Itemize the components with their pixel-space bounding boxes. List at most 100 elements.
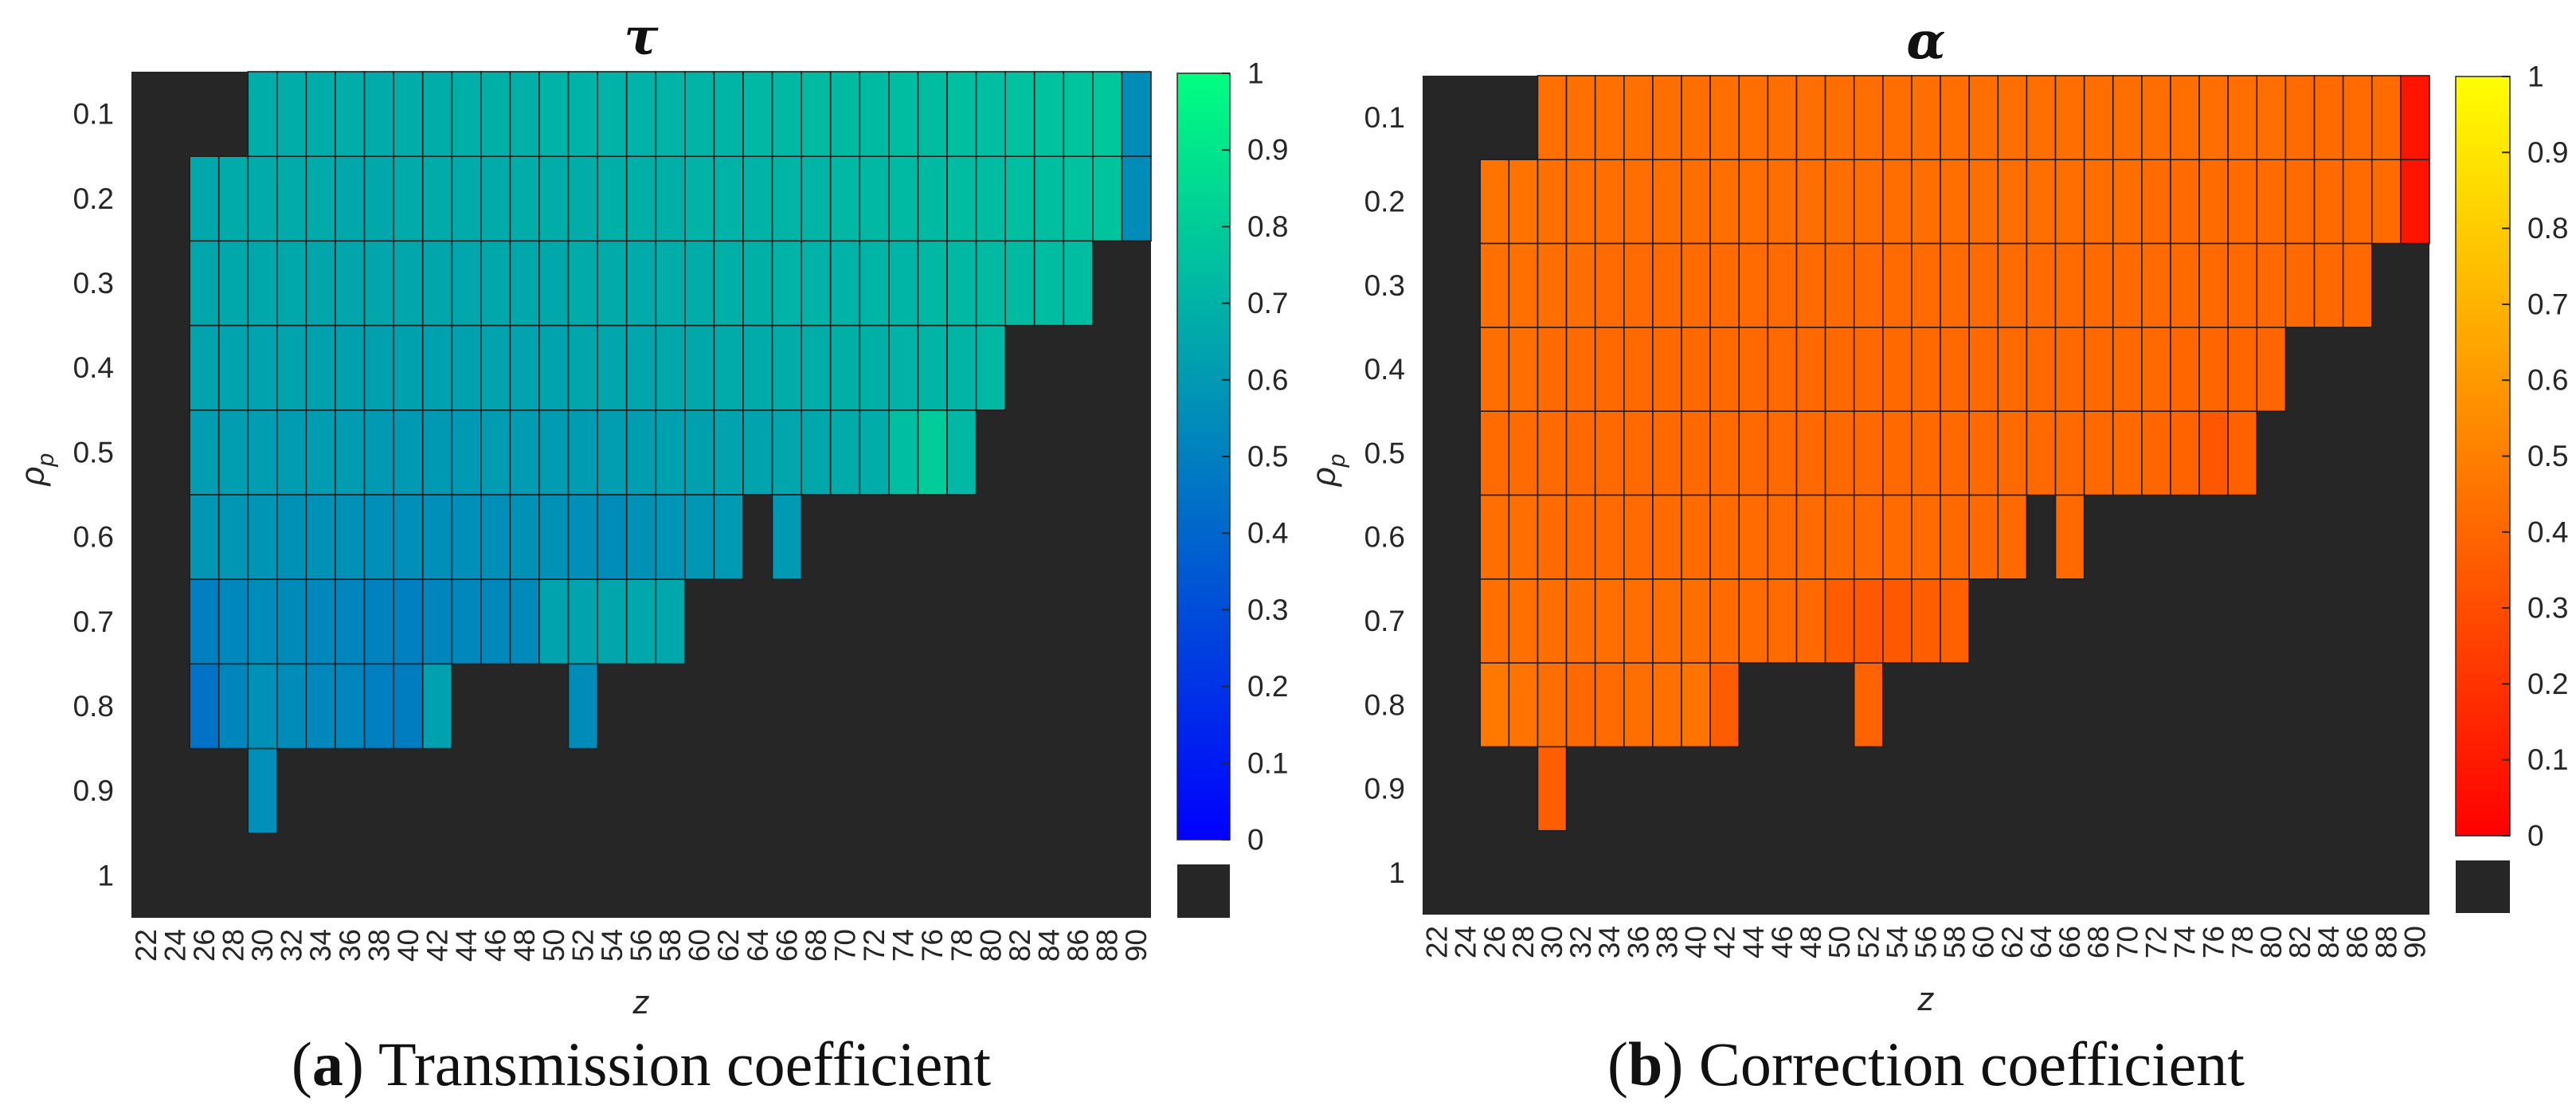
heatmap-cell	[363, 240, 394, 327]
heatmap-cell	[888, 240, 919, 327]
heatmap-cell	[1882, 578, 1912, 664]
heatmap-cell	[625, 409, 657, 496]
heatmap-cell	[2054, 75, 2085, 161]
heatmap-cell	[1738, 159, 1769, 245]
caption-letter: b	[1628, 1029, 1662, 1099]
x-tick-label: 52	[1852, 926, 1885, 958]
x-tick-label: 28	[1507, 926, 1540, 958]
heatmap-cell	[2170, 159, 2200, 245]
heatmap-cell	[859, 409, 890, 496]
heatmap-cell	[1479, 410, 1510, 496]
heatmap-cell	[1940, 578, 1970, 664]
heatmap-cell	[1738, 578, 1769, 664]
heatmap-cell	[1594, 242, 1625, 328]
heatmap-cell	[2026, 327, 2057, 412]
heatmap-cell	[393, 240, 424, 327]
heatmap-cell	[247, 409, 278, 496]
x-tick-label: 70	[2111, 926, 2143, 958]
heatmap-cell	[1882, 327, 1912, 412]
missing-data-swatch	[2456, 860, 2510, 913]
x-tick-label: 24	[159, 929, 191, 962]
heatmap-cell	[1033, 240, 1065, 327]
heatmap-cell	[1063, 71, 1094, 157]
heatmap-cell	[625, 240, 657, 327]
heatmap-cell	[538, 71, 570, 157]
heatmap-panel-2: 2224262830323436384042444648505254565860…	[1305, 11, 2568, 1099]
x-tick-label: 78	[2226, 926, 2259, 958]
heatmap-cell	[2227, 159, 2258, 245]
heatmap-cell	[189, 663, 220, 750]
heatmap-cell	[1121, 155, 1152, 242]
heatmap-panel-1: 2224262830323436384042444648505254565860…	[14, 7, 1288, 1099]
x-tick-label: 40	[1680, 926, 1713, 958]
heatmap-cell	[363, 71, 394, 157]
colorbar	[2455, 76, 2511, 837]
heatmap-cell	[1853, 159, 1884, 245]
heatmap-cell	[859, 324, 890, 411]
heatmap-cell	[567, 71, 598, 157]
x-tick-label: 90	[2398, 926, 2431, 958]
heatmap-cell	[305, 71, 336, 157]
heatmap-cell	[217, 494, 249, 580]
heatmap-cell	[1767, 75, 1798, 161]
heatmap-cell	[1652, 159, 1682, 245]
heatmap-cell	[771, 494, 802, 580]
heatmap-cell	[1004, 240, 1035, 327]
x-tick-label: 44	[1737, 926, 1770, 958]
heatmap-cell	[480, 324, 511, 411]
heatmap-cell	[625, 494, 657, 580]
heatmap-cell	[189, 324, 220, 411]
heatmap-cell	[829, 155, 861, 242]
heatmap-cell	[567, 494, 598, 580]
heatmap-cell	[509, 240, 540, 327]
heatmap-cell	[1681, 75, 1711, 161]
heatmap-cell	[1997, 242, 2028, 328]
x-tick-label: 50	[1823, 926, 1856, 958]
heatmap-cell	[189, 240, 220, 327]
heatmap-cell	[1565, 662, 1596, 748]
y-tick-label: 0.8	[1364, 688, 1405, 721]
heatmap-cell	[742, 155, 773, 242]
y-tick-label: 1	[97, 859, 114, 892]
heatmap-cell	[1911, 159, 1941, 245]
heatmap-cell	[713, 155, 744, 242]
y-tick-label: 0.1	[73, 98, 114, 131]
heatmap-cell	[1652, 75, 1682, 161]
heatmap-cell	[1824, 578, 1855, 664]
heatmap-cell	[771, 71, 802, 157]
heatmap-cell	[1940, 494, 1970, 580]
heatmap-cell	[247, 663, 278, 750]
y-tick-label: 1	[1388, 856, 1405, 889]
heatmap-cell	[2313, 75, 2344, 161]
heatmap-cell	[509, 494, 540, 580]
heatmap-cell	[1824, 75, 1855, 161]
heatmap-cell	[1565, 578, 1596, 664]
heatmap-cell	[335, 409, 366, 496]
heatmap-cell	[742, 240, 773, 327]
heatmap-cell	[2284, 242, 2316, 328]
heatmap-cell	[597, 409, 628, 496]
heatmap-cell	[1709, 662, 1740, 748]
x-tick-label: 84	[2312, 926, 2345, 958]
heatmap-cell	[655, 324, 686, 411]
colorbar-tick-label: 0	[2527, 820, 2544, 852]
heatmap-cell	[567, 578, 598, 665]
colorbar-tick-label: 0.6	[1247, 363, 1288, 396]
heatmap-cell	[217, 663, 249, 750]
heatmap-cell	[975, 155, 1006, 242]
colorbar-tick-label: 0.4	[1247, 517, 1288, 550]
x-tick-label: 22	[130, 929, 162, 962]
x-tick-label: 40	[392, 929, 425, 962]
heatmap-cell	[335, 324, 366, 411]
heatmap-cell	[1479, 242, 1510, 328]
heatmap-cell	[1565, 327, 1596, 412]
heatmap-cell	[684, 71, 715, 157]
heatmap-cell	[247, 240, 278, 327]
heatmap-cell	[655, 155, 686, 242]
heatmap-cell	[2112, 410, 2143, 496]
heatmap-cell	[1911, 410, 1941, 496]
heatmap-cell	[1940, 159, 1970, 245]
heatmap-cell	[1824, 494, 1855, 580]
heatmap-cell	[2198, 75, 2230, 161]
heatmap-cell	[771, 155, 802, 242]
